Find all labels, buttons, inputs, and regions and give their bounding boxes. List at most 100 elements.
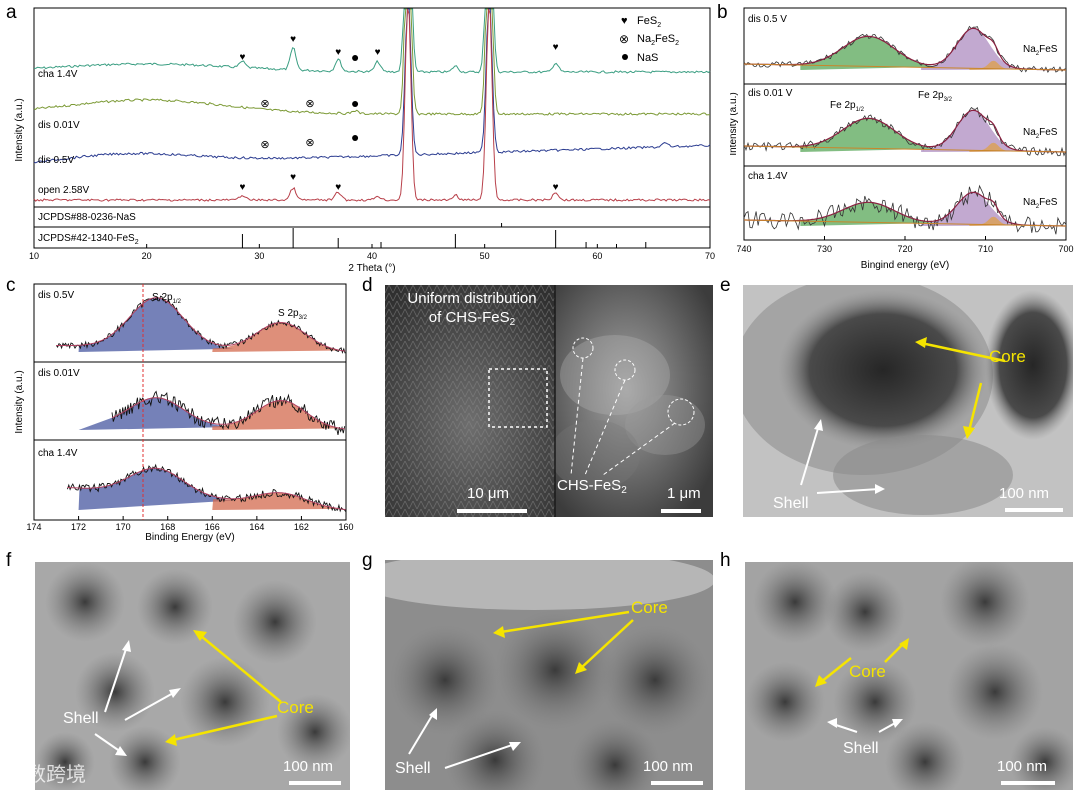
fe-row-label-2: cha 1.4V <box>748 171 788 182</box>
fes2-marker-0: ♥ <box>239 52 245 63</box>
legend-nas: NaS <box>637 52 658 64</box>
xrd-xlabel: 2 Theta (°) <box>348 263 395 274</box>
tem-image-e: Core Shell 100 nm <box>743 285 1073 517</box>
panel-label-c: c <box>6 275 16 296</box>
tem-image-f: Core Shell 100 nm <box>35 562 350 790</box>
fe-three-peak-fill-2 <box>921 192 1034 226</box>
na2fes2-marker-1: ⊗ <box>305 98 314 110</box>
xps-s-chart: dis 0.5V dis 0.01V cha 1.4V S 2p1/2 S 2p… <box>14 283 354 543</box>
legend-marker-nas <box>622 54 628 60</box>
curve-label-dis001: dis 0.01V <box>38 120 80 131</box>
zoom-box <box>488 368 548 428</box>
s-ylabel: Intensity (a.u.) <box>14 370 25 433</box>
panel-label-g: g <box>362 550 373 571</box>
panel-label-f: f <box>6 550 12 571</box>
fe-fit-envelope-1 <box>744 109 1066 153</box>
s-tick-label-7: 160 <box>338 522 353 532</box>
na2fes2-marker-0: ⊗ <box>260 98 269 110</box>
fe-three-peak-fill-0 <box>921 28 1034 70</box>
curve-label-open: open 2.58V <box>38 185 89 196</box>
xrd-chart: ♥ ♥ ♥ ♥ ♥ ♥ ♥ ♥ ♥ ⊗ ⊗ ⊗ ⊗ 10 20 30 40 50 60 70 ♥ FeS2 ⊗ Na… <box>14 7 715 274</box>
s-raw-curve-1 <box>111 390 346 435</box>
s-three-peak-fill-0 <box>212 322 342 352</box>
nas-marker-0 <box>352 55 359 61</box>
xrd-tick-label-6: 70 <box>705 251 715 261</box>
tem-image-g: Core Shell 100 nm <box>385 560 713 790</box>
fe-raw-curve-2 <box>743 184 1067 235</box>
s-row-label-1: dis 0.01V <box>38 368 80 379</box>
curve-label-cha: cha 1.4V <box>38 69 78 80</box>
fe-tick-label-3: 710 <box>978 244 993 254</box>
fe-three-peak-fill-1 <box>921 110 1034 152</box>
na2fes2-marker-3: ⊗ <box>305 137 314 149</box>
core-label-g: Core <box>631 598 668 617</box>
fe-tick-label-2: 720 <box>897 244 912 254</box>
s-tick-label-1: 172 <box>71 522 86 532</box>
watermark: 大数跨境 <box>6 762 86 786</box>
fe-row-label-1: dis 0.01 V <box>748 88 793 99</box>
s-row-label-0: dis 0.5V <box>38 290 74 301</box>
s-tick-label-5: 164 <box>249 522 264 532</box>
tem-scale-g: 100 nm <box>643 758 694 775</box>
fe-ylabel: Intensity (a.u.) <box>730 92 739 155</box>
xrd-tick-label-4: 50 <box>480 251 490 261</box>
s-three-peak-fill-2 <box>212 492 341 510</box>
xrd-curve-2 <box>33 8 711 164</box>
sem-scale-left: 10 μm <box>467 485 509 502</box>
na2fes2-marker-2: ⊗ <box>260 139 269 151</box>
shell-label-h: Shell <box>843 740 879 757</box>
s-half-peak-fill-0 <box>78 297 235 352</box>
sem-scale-right: 1 μm <box>667 485 701 502</box>
fe-tick-label-4: 700 <box>1058 244 1073 254</box>
legend-na2fes2: Na2FeS2 <box>637 33 679 47</box>
na2fes-peak-fill-0 <box>969 60 1018 70</box>
panel-label-e: e <box>720 275 731 296</box>
fes2-marker-7: ♥ <box>335 182 341 193</box>
xrd-tick-label-1: 20 <box>142 251 152 261</box>
xrd-tick-label-2: 30 <box>254 251 264 261</box>
xrd-tick-label-0: 10 <box>29 251 39 261</box>
legend-fes2: FeS2 <box>637 15 661 29</box>
s-tick-label-3: 168 <box>160 522 175 532</box>
core-label-h: Core <box>849 662 886 681</box>
fe-compound-1: Na2FeS <box>1023 127 1058 140</box>
fe-row-label-0: dis 0.5 V <box>748 14 787 25</box>
panel-label-d: d <box>362 275 373 296</box>
s-three-peak-fill-1 <box>212 400 341 430</box>
shell-label-f: Shell <box>63 710 99 727</box>
s-peak-three: S 2p3/2 <box>278 308 308 321</box>
tem-scale-e: 100 nm <box>999 485 1050 502</box>
xrd-curve-1 <box>33 8 711 116</box>
nas-marker-2 <box>352 135 359 141</box>
panel-label-b: b <box>717 2 728 23</box>
s-fit-envelope-0 <box>56 297 346 352</box>
xps-fe-chart: dis 0.5 V dis 0.01 V cha 1.4V Fe 2p1/2 F… <box>730 7 1074 271</box>
fes2-marker-4: ♥ <box>553 42 559 53</box>
fes2-marker-3: ♥ <box>375 47 381 58</box>
xrd-ylabel: Intensity (a.u.) <box>14 98 25 161</box>
fe-tick-label-0: 740 <box>736 244 751 254</box>
s-tick-label-6: 162 <box>294 522 309 532</box>
s-half-peak-fill-2 <box>78 468 234 510</box>
sem-caption: Uniform distribution of CHS-FeS2 <box>407 290 537 328</box>
fes2-marker-5: ♥ <box>239 182 245 193</box>
core-label-e: Core <box>989 347 1026 366</box>
na2fes-peak-fill-1 <box>969 142 1018 152</box>
fe-peak-three: Fe 2p3/2 <box>918 90 953 103</box>
fe-tick-label-1: 730 <box>817 244 832 254</box>
tem-image-h: Core Shell 100 nm <box>745 562 1073 790</box>
s-row-label-2: cha 1.4V <box>38 448 78 459</box>
s-raw-curve-0 <box>55 295 346 354</box>
fe-half-peak-fill-0 <box>800 36 938 70</box>
s-xlabel: Binding Energy (eV) <box>145 532 235 543</box>
legend-marker-fes2: ♥ <box>621 15 628 27</box>
xrd-curve-0 <box>33 8 711 74</box>
fe-baseline-2 <box>743 219 1067 227</box>
fes2-marker-8: ♥ <box>553 182 559 193</box>
fe-fit-envelope-0 <box>744 27 1066 71</box>
na2fes-peak-fill-2 <box>969 216 1018 226</box>
fes2-marker-1: ♥ <box>290 34 296 45</box>
ref-label-fes2: JCPDS#42-1340-FeS2 <box>38 233 139 246</box>
chs-fes2-label: CHS-FeS2 <box>557 477 627 496</box>
sem-image: Uniform distribution of CHS-FeS2 CHS-FeS… <box>385 285 713 517</box>
